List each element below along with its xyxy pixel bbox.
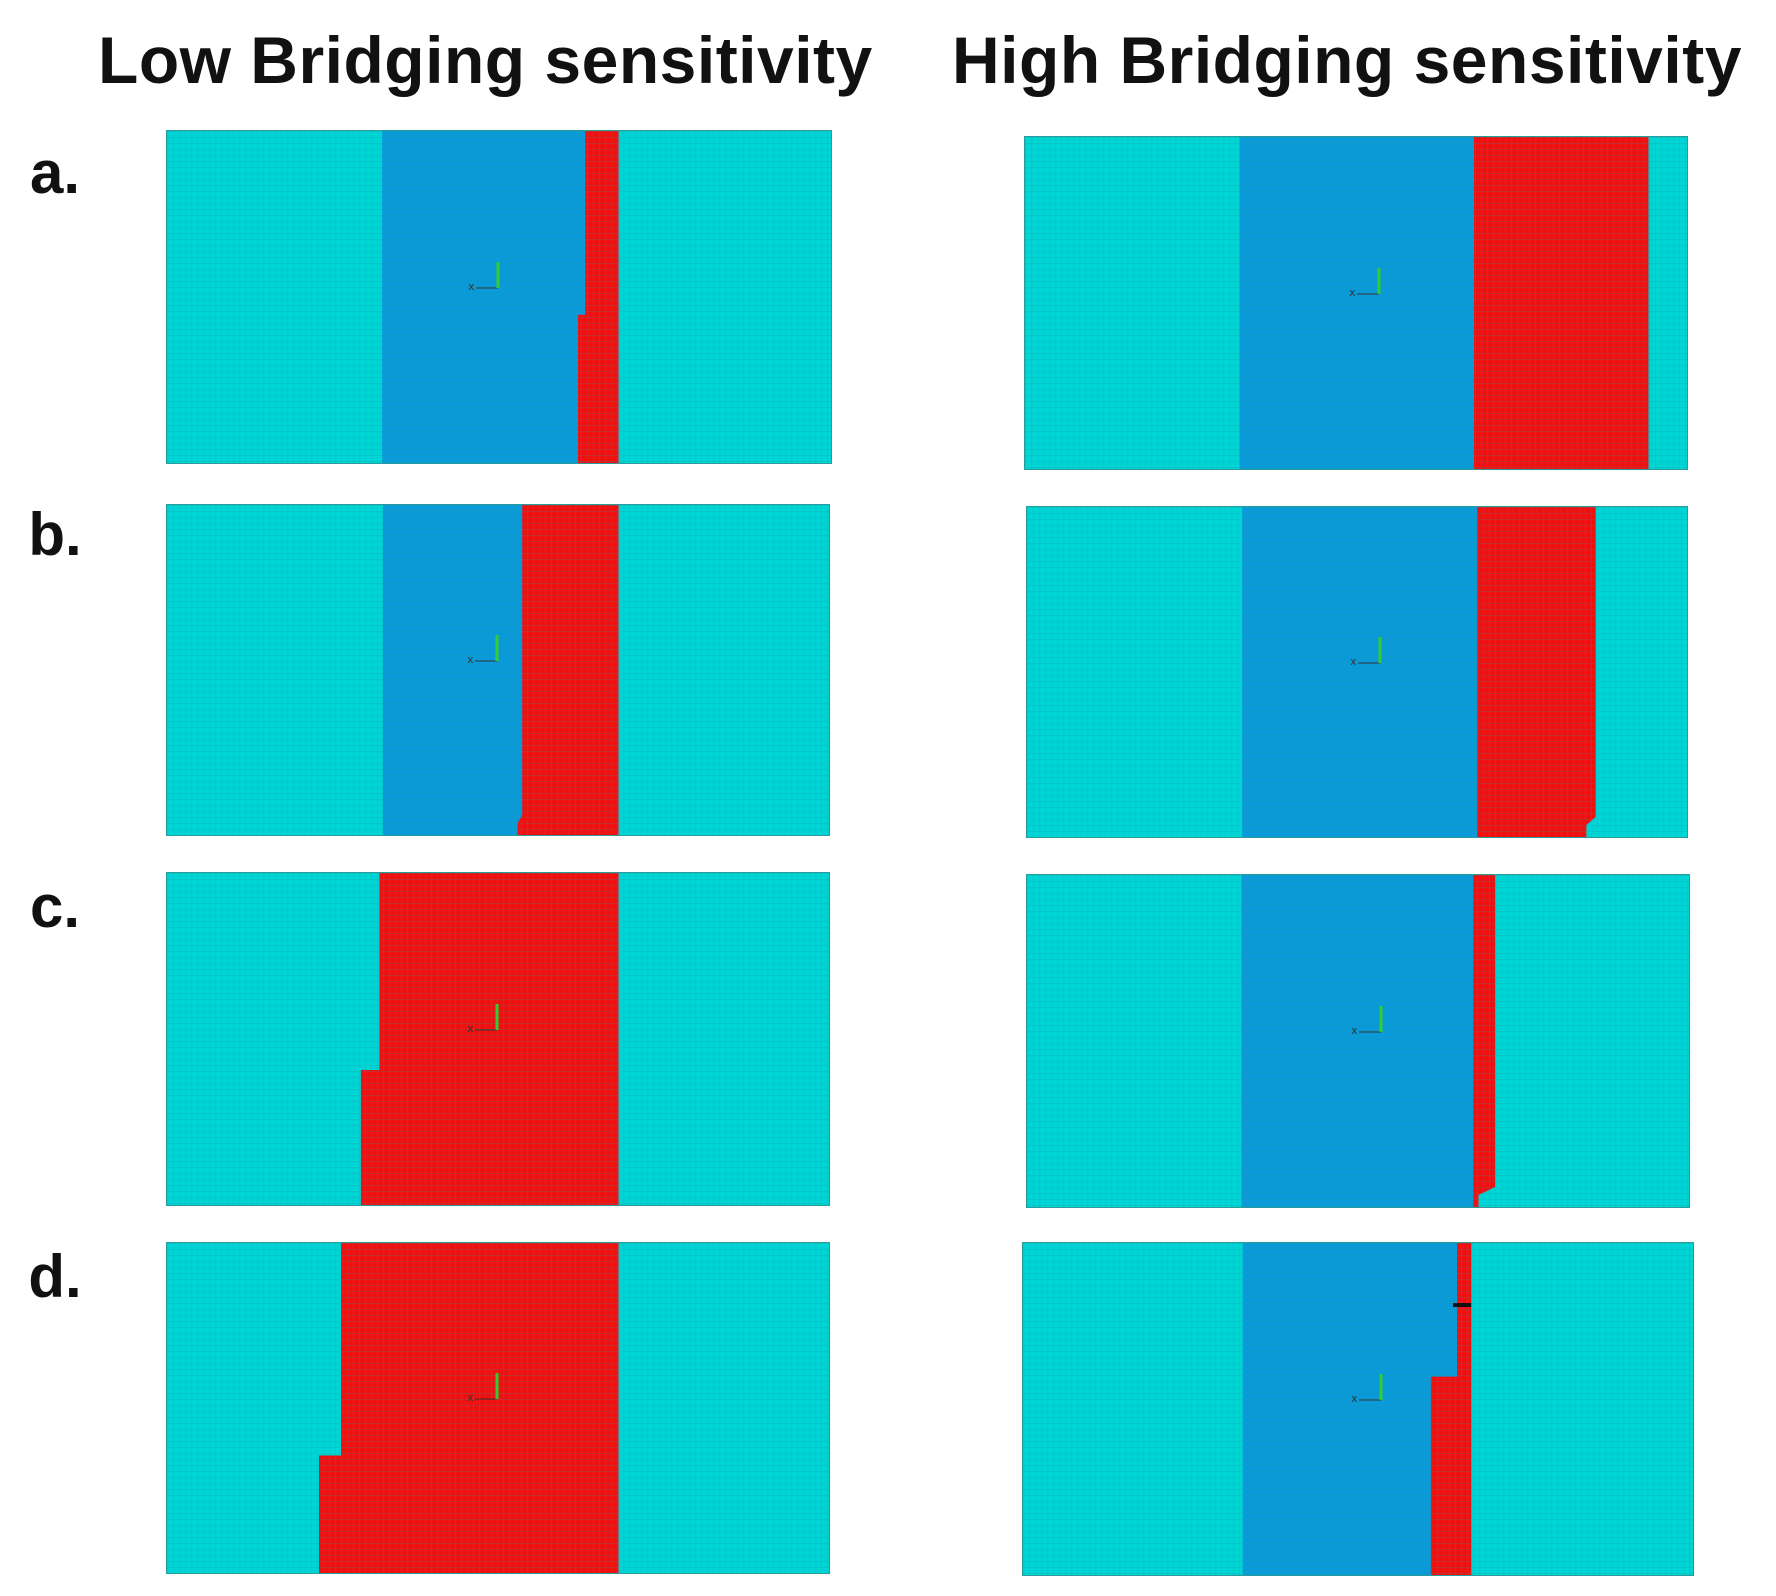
triad-x-label: x (467, 1391, 474, 1405)
triad-x-label: x (1350, 655, 1357, 669)
fem-mesh-plot (167, 505, 829, 835)
panel-a-low: x (166, 130, 832, 464)
mesh-grid-overlay (167, 873, 829, 1205)
triad-x-label: x (1351, 1023, 1358, 1037)
fem-mesh-plot (167, 1243, 829, 1573)
mesh-grid-overlay (167, 131, 831, 463)
fem-mesh-plot (1023, 1243, 1693, 1575)
mesh-grid-overlay (1027, 507, 1687, 837)
mesh-grid-overlay (167, 1243, 829, 1573)
column-title-low: Low Bridging sensitivity (98, 23, 873, 97)
row-label-d: d. (28, 1243, 82, 1310)
panel-d-high: x (1022, 1242, 1694, 1576)
mesh-grid-overlay (1027, 875, 1689, 1207)
fem-mesh-plot (167, 131, 831, 463)
row-label-b: b. (28, 501, 82, 568)
fem-mesh-plot (1025, 137, 1687, 469)
fem-mesh-plot (1027, 507, 1687, 837)
fem-mesh-plot (167, 873, 829, 1205)
triad-x-label: x (467, 653, 474, 667)
triad-x-label: x (1351, 1391, 1358, 1405)
panel-a-high: x (1024, 136, 1688, 470)
mesh-grid-overlay (1025, 137, 1687, 469)
triad-x-label: x (1349, 285, 1356, 299)
triad-x-label: x (467, 1021, 474, 1035)
fem-mesh-plot (1027, 875, 1689, 1207)
defect-marker (1453, 1303, 1472, 1307)
panel-b-high: x (1026, 506, 1688, 838)
row-label-a: a. (29, 139, 81, 206)
column-title-high: High Bridging sensitivity (952, 23, 1742, 97)
panel-d-low: x (166, 1242, 830, 1574)
panel-c-low: x (166, 872, 830, 1206)
row-label-c: c. (29, 873, 81, 940)
mesh-grid-overlay (1023, 1243, 1693, 1575)
panel-b-low: x (166, 504, 830, 836)
mesh-grid-overlay (167, 505, 829, 835)
triad-x-label: x (468, 279, 475, 293)
panel-c-high: x (1026, 874, 1690, 1208)
